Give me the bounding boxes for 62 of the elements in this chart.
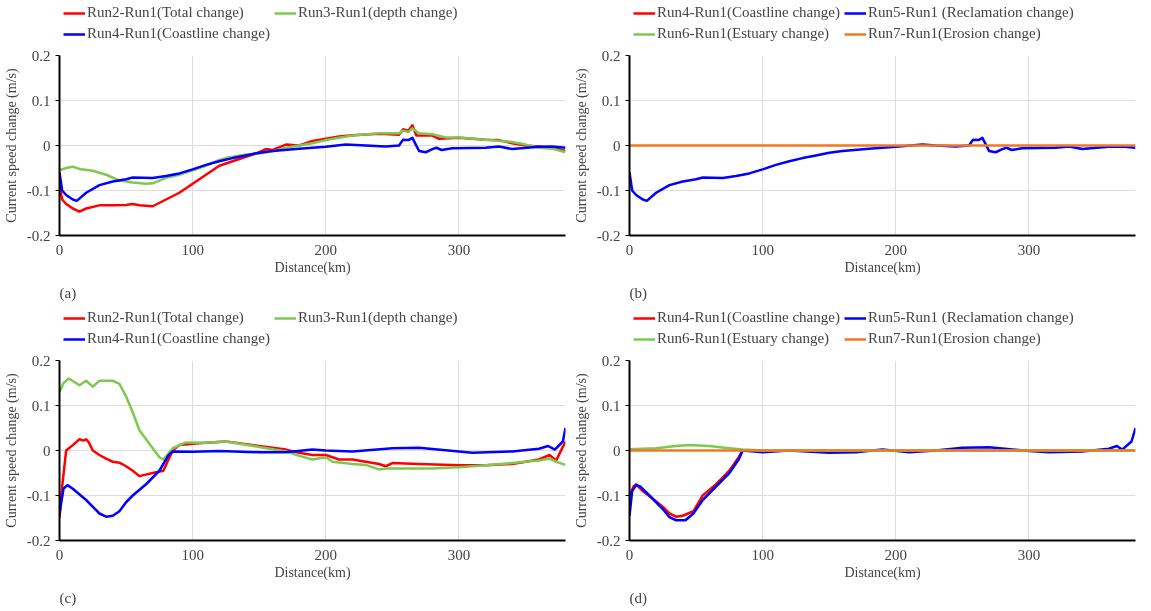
x-tick-label: 100 bbox=[751, 546, 774, 563]
legend-label: Run7-Run1(Erosion change) bbox=[867, 330, 1041, 347]
x-tick-label: 0 bbox=[625, 241, 634, 258]
x-axis-title: Distance(km) bbox=[274, 259, 351, 276]
y-tick-label: -0.2 bbox=[596, 227, 621, 244]
y-tick-label: 0 bbox=[43, 442, 51, 459]
y-tick-label: -0.2 bbox=[596, 532, 621, 549]
y-tick-label: 0.1 bbox=[601, 397, 621, 414]
x-tick-label: 300 bbox=[447, 241, 471, 258]
y-tick-label: -0.1 bbox=[596, 487, 621, 504]
y-axis-title: Current speed change (m/s) bbox=[3, 372, 20, 528]
y-tick-label: -0.1 bbox=[26, 487, 51, 504]
x-tick-label: 200 bbox=[884, 241, 908, 258]
legend-label: Run2-Run1(Total change) bbox=[87, 4, 244, 21]
text: (a) bbox=[59, 284, 77, 302]
legend-label: Run3-Run1(depth change) bbox=[297, 4, 458, 21]
x-axis-title: Distance(km) bbox=[844, 564, 921, 581]
y-tick-label: 0 bbox=[613, 137, 621, 154]
x-tick-label: 100 bbox=[751, 241, 774, 258]
legend-label: Run4-Run1(Coastline change) bbox=[87, 330, 270, 347]
legend-label: Run6-Run1(Estuary change) bbox=[657, 25, 830, 42]
legend-label: Run5-Run1 (Reclamation change) bbox=[867, 309, 1074, 326]
legend-label: Run4-Run1(Coastline change) bbox=[657, 309, 840, 326]
text: (d) bbox=[629, 589, 647, 607]
y-tick-label: 0.2 bbox=[31, 47, 51, 64]
x-tick-label: 100 bbox=[181, 241, 204, 258]
x-tick-label: 300 bbox=[1017, 241, 1041, 258]
y-tick-label: -0.1 bbox=[596, 182, 621, 199]
x-tick-label: 200 bbox=[314, 546, 338, 563]
y-tick-label: 0 bbox=[613, 442, 621, 459]
y-axis-title: Current speed change (m/s) bbox=[3, 67, 20, 223]
x-axis-title: Distance(km) bbox=[844, 259, 921, 276]
legend-label: Run5-Run1 (Reclamation change) bbox=[867, 4, 1074, 21]
x-tick-label: 200 bbox=[314, 241, 338, 258]
y-tick-label: 0.1 bbox=[31, 397, 51, 414]
y-tick-label: -0.2 bbox=[26, 227, 51, 244]
x-tick-label: 0 bbox=[55, 546, 64, 563]
x-tick-label: 300 bbox=[447, 546, 471, 563]
legend-label: Run7-Run1(Erosion change) bbox=[867, 25, 1041, 42]
legend-label: Run4-Run1(Coastline change) bbox=[87, 25, 270, 42]
y-tick-label: 0.1 bbox=[601, 92, 621, 109]
x-tick-label: 0 bbox=[625, 546, 634, 563]
y-tick-label: -0.2 bbox=[26, 532, 51, 549]
y-tick-label: 0.2 bbox=[601, 352, 621, 369]
x-tick-label: 0 bbox=[55, 241, 64, 258]
x-tick-label: 300 bbox=[1017, 546, 1041, 563]
x-tick-label: 200 bbox=[884, 546, 908, 563]
y-tick-label: -0.1 bbox=[26, 182, 51, 199]
legend-label: Run4-Run1(Coastline change) bbox=[657, 4, 840, 21]
legend-label: Run6-Run1(Estuary change) bbox=[657, 330, 830, 347]
y-tick-label: 0.2 bbox=[31, 352, 51, 369]
y-tick-label: 0.2 bbox=[601, 47, 621, 64]
y-axis-title: Current speed change (m/s) bbox=[573, 372, 590, 528]
x-tick-label: 100 bbox=[181, 546, 204, 563]
legend-label: Run3-Run1(depth change) bbox=[297, 309, 458, 326]
legend-label: Run2-Run1(Total change) bbox=[87, 309, 244, 326]
y-tick-label: 0.1 bbox=[31, 92, 51, 109]
x-axis-title: Distance(km) bbox=[274, 564, 351, 581]
text: (c) bbox=[59, 589, 77, 607]
y-axis-title: Current speed change (m/s) bbox=[573, 67, 590, 223]
text: (b) bbox=[629, 284, 647, 302]
y-tick-label: 0 bbox=[43, 137, 51, 154]
